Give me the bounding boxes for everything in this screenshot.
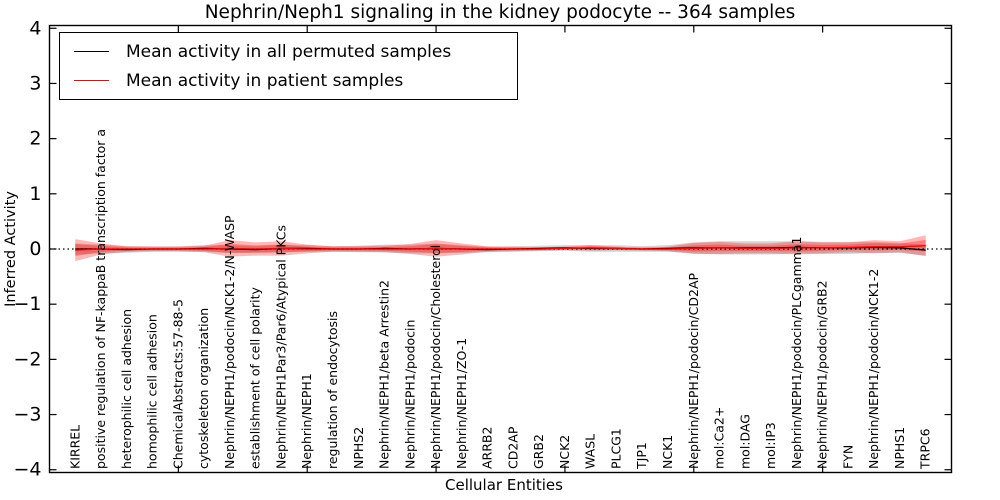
- x-entity-label: Nephrin/NEPH1/beta Arrestin2: [377, 280, 392, 469]
- axes-frame: [48, 24, 953, 474]
- x-entity-label: CD2AP: [505, 426, 520, 469]
- x-entity-label: NCK2: [557, 435, 572, 469]
- x-entity-label: regulation of endocytosis: [325, 311, 340, 469]
- x-entity-label: NPHS2: [351, 427, 366, 469]
- y-tick-label: −3: [13, 404, 41, 426]
- x-entity-label: NCK1: [660, 435, 675, 469]
- y-tick-label: −4: [13, 459, 41, 481]
- legend-label-permuted: Mean activity in all permuted samples: [126, 41, 452, 62]
- x-entity-label: Nephrin/NEPH1/ZO-1: [454, 338, 469, 469]
- x-entity-label: homophilic cell adhesion: [145, 314, 160, 469]
- patient-mean-line: [75, 245, 926, 251]
- x-entity-label: KIRREL: [67, 425, 82, 469]
- x-entity-label: mol:DAG: [737, 414, 752, 469]
- permuted-line-sample-icon: [74, 51, 109, 52]
- y-tick-label: −1: [13, 293, 41, 315]
- x-entity-label: Nephrin/NEPH1/podocin/NCK1-2: [866, 269, 881, 469]
- x-entity-label: WASL: [583, 434, 598, 469]
- x-entity-label: Nephrin/NEPH1Par3/Par6/Atypical PKCs: [273, 225, 288, 469]
- legend-label-patient: Mean activity in patient samples: [126, 70, 404, 91]
- x-entity-label: Nephrin/NEPH1/podocin: [402, 320, 417, 469]
- x-entity-label: Nephrin/NEPH1/podocin/NCK1-2/N-WASP: [222, 215, 237, 469]
- y-tick-label: 2: [29, 128, 41, 150]
- x-entity-label: positive regulation of NF-kappaB transcr…: [93, 129, 108, 469]
- x-entity-label: Nephrin/NEPH1/podocin/Cholesterol: [428, 245, 443, 469]
- legend: Mean activity in all permuted samples Me…: [59, 32, 518, 100]
- x-entity-label: mol:Ca2+: [712, 407, 727, 469]
- y-tick-label: −2: [13, 348, 41, 370]
- x-entity-label: Nephrin/NEPH1/podocin/GRB2: [815, 280, 830, 469]
- x-entity-label: Nephrin/NEPH1/podocin/PLCgamma1: [789, 237, 804, 469]
- x-entity-label: FYN: [840, 445, 855, 469]
- patient-std-band-inner: [75, 239, 926, 257]
- legend-item-patient: Mean activity in patient samples: [74, 71, 517, 91]
- x-entity-label: cytoskeleton organization: [196, 308, 211, 469]
- x-entity-label: Nephrin/NEPH1/podocin/CD2AP: [686, 273, 701, 469]
- x-entity-label: establishment of cell polarity: [248, 287, 263, 469]
- x-entity-label: NPHS1: [892, 427, 907, 469]
- x-entity-label: TRPC6: [918, 428, 933, 470]
- x-axis-title: Cellular Entities: [445, 476, 563, 494]
- x-entity-label: mol:IP3: [763, 422, 778, 469]
- y-tick-label: 1: [29, 183, 41, 205]
- x-entity-label: GRB2: [531, 434, 546, 469]
- patient-line-sample-icon: [74, 80, 109, 81]
- y-axis-title: Inferred Activity: [3, 191, 19, 307]
- patient-std-band-outer: [75, 235, 926, 262]
- x-entity-label: ARRB2: [480, 427, 495, 469]
- x-entity-label: ChemicalAbstracts:57-88-5: [170, 299, 185, 469]
- y-tick-label: 0: [29, 238, 41, 260]
- x-entity-label: TJP1: [634, 442, 649, 470]
- chart-title: Nephrin/Neph1 signaling in the kidney po…: [204, 2, 796, 23]
- x-entity-label: heterophilic cell adhesion: [119, 309, 134, 469]
- legend-item-permuted: Mean activity in all permuted samples: [74, 42, 517, 62]
- x-entity-label: Nephrin/NEPH1: [299, 373, 314, 469]
- y-tick-label: 3: [29, 72, 41, 94]
- x-entity-label: PLCG1: [608, 428, 623, 469]
- y-tick-label: 4: [29, 17, 41, 39]
